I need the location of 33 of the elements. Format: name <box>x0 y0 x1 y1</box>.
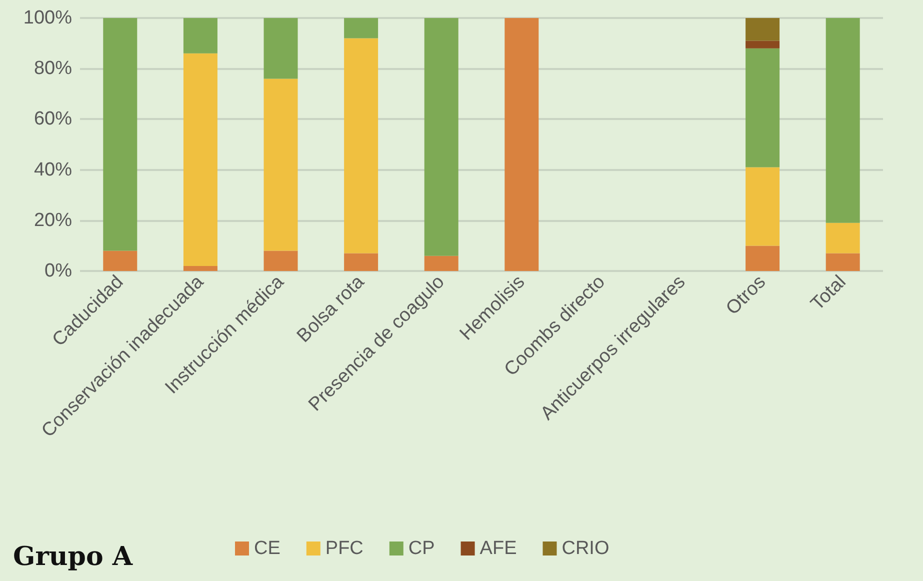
y-tick-label: 60% <box>34 108 72 130</box>
y-tick-label: 40% <box>34 159 72 180</box>
y-tick-label: 80% <box>34 58 72 80</box>
bar <box>264 78 298 251</box>
bar <box>746 48 780 168</box>
y-tick-label: 100% <box>23 8 72 28</box>
bar <box>344 38 378 254</box>
bar <box>826 253 860 271</box>
legend-label: PFC <box>325 538 364 559</box>
bar <box>264 18 298 79</box>
bar <box>183 266 218 271</box>
bar <box>746 167 780 246</box>
bar <box>424 18 458 256</box>
legend-label: CP <box>408 538 435 559</box>
bar <box>103 18 138 251</box>
y-tick-label: 20% <box>34 210 72 231</box>
bar <box>826 222 860 254</box>
bar <box>183 53 218 266</box>
legend-label: CRIO <box>562 538 610 559</box>
bar <box>264 250 298 271</box>
bar <box>826 18 860 223</box>
legend-label: CE <box>254 538 280 559</box>
bar <box>746 246 780 271</box>
bar <box>183 18 218 54</box>
text: Grupo A <box>13 542 134 572</box>
bar <box>746 18 780 41</box>
bar <box>344 18 378 38</box>
bar <box>504 18 539 271</box>
bar <box>746 40 780 48</box>
bar <box>424 256 458 271</box>
bar <box>344 253 378 271</box>
legend-label: AFE <box>480 538 517 559</box>
bar <box>103 250 138 271</box>
